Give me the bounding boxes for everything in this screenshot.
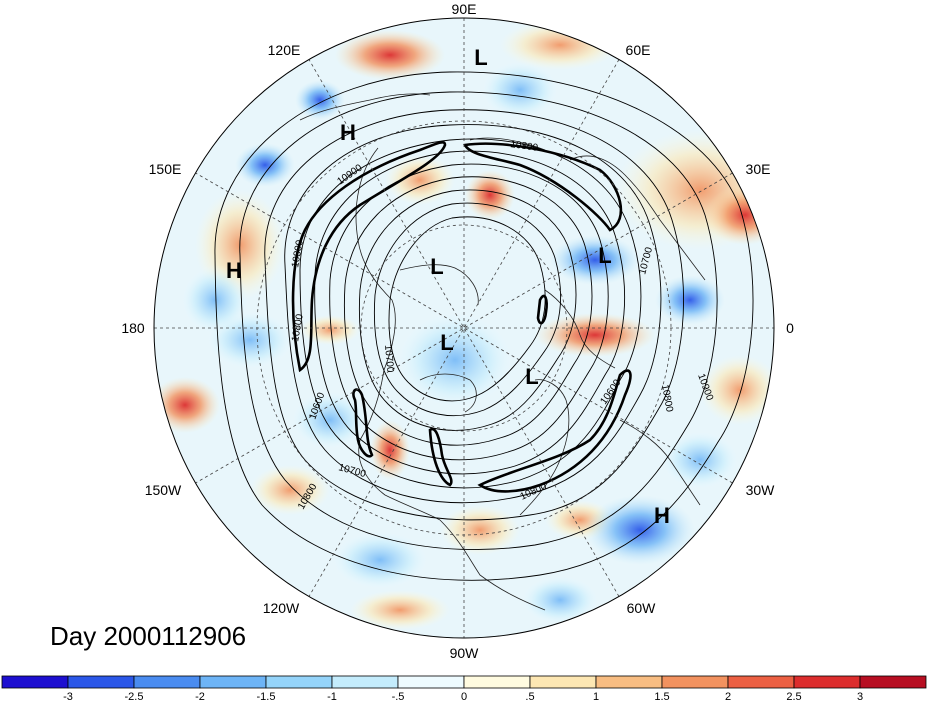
colorbar-tick-label: 1	[593, 691, 599, 702]
pressure-center-marker: L	[598, 243, 611, 268]
colorbar-swatch	[661, 675, 729, 689]
contour-label: 10800	[659, 384, 675, 414]
colorbar-swatch	[265, 675, 333, 689]
colorbar-tick-label: -2.5	[125, 691, 144, 702]
colorbar-swatch	[331, 675, 399, 689]
lon-label-150e: 150E	[149, 161, 182, 177]
contour-label: 10800	[290, 239, 306, 269]
lon-label-30e: 30E	[746, 161, 771, 177]
contour-label: 10800	[290, 313, 306, 343]
day-title: Day 2000112906	[50, 621, 246, 651]
lon-label-120w: 120W	[263, 600, 300, 616]
colorbar-swatch	[199, 675, 267, 689]
lon-label-0: 0	[786, 320, 794, 336]
colorbar-tick-label: -.5	[392, 691, 405, 702]
pressure-center-marker: L	[430, 254, 443, 279]
colorbar-tick-label: -1	[327, 691, 337, 702]
colorbar-tick-label: -2	[195, 691, 205, 702]
pressure-center-marker: H	[654, 503, 670, 528]
jet-contours	[291, 140, 632, 493]
colorbar-tick-label: 3	[857, 691, 863, 702]
colorbar-swatch	[595, 675, 663, 689]
graticule	[154, 18, 774, 638]
lon-label-60e: 60E	[626, 42, 651, 58]
colorbar-tick-label: 0	[461, 691, 467, 702]
lon-label-150w: 150W	[145, 482, 182, 498]
colorbar-tick-label: 2	[725, 691, 731, 702]
colorbar-tick-label: -1.5	[257, 691, 276, 702]
pressure-center-marker: L	[440, 330, 453, 355]
colorbar-swatch	[397, 675, 465, 689]
colorbar: -3 -2.5 -2 -1.5 -1 -.5 0 .5 1 1.5 2 2.5 3	[1, 675, 927, 702]
contour-label: 10800	[510, 139, 540, 154]
pressure-center-marker: H	[340, 120, 356, 145]
pressure-center-marker: L	[474, 45, 487, 70]
colorbar-tick-label: -3	[63, 691, 73, 702]
anomaly-field	[154, 18, 774, 638]
lon-label-30w: 30W	[746, 482, 776, 498]
map-boundary	[153, 17, 775, 639]
colorbar-swatch	[1, 675, 69, 689]
lon-label-90w: 90W	[450, 645, 480, 661]
lon-label-120e: 120E	[268, 42, 301, 58]
colorbar-swatch	[793, 675, 861, 689]
pressure-center-marker: L	[525, 364, 538, 389]
pressure-center-marker: H	[226, 258, 242, 283]
colorbar-swatch	[67, 675, 135, 689]
longitude-labels: 90E 60E 30E 0 30W 60W 90W 120W 150W 180 …	[121, 1, 794, 661]
colorbar-tick-label: 1.5	[654, 691, 669, 702]
colorbar-swatch	[859, 675, 927, 689]
colorbar-swatch	[133, 675, 201, 689]
colorbar-tick-label: 2.5	[786, 691, 801, 702]
pressure-centers: L H H L L L L H	[226, 45, 670, 528]
contour-label: 10700	[382, 344, 395, 373]
lon-label-90e: 90E	[452, 1, 477, 17]
colorbar-swatch	[529, 675, 597, 689]
colorbar-swatch	[727, 675, 795, 689]
colorbar-swatch	[463, 675, 531, 689]
colorbar-tick-label: .5	[525, 691, 534, 702]
lon-label-60w: 60W	[627, 600, 657, 616]
lon-label-180: 180	[121, 320, 145, 336]
